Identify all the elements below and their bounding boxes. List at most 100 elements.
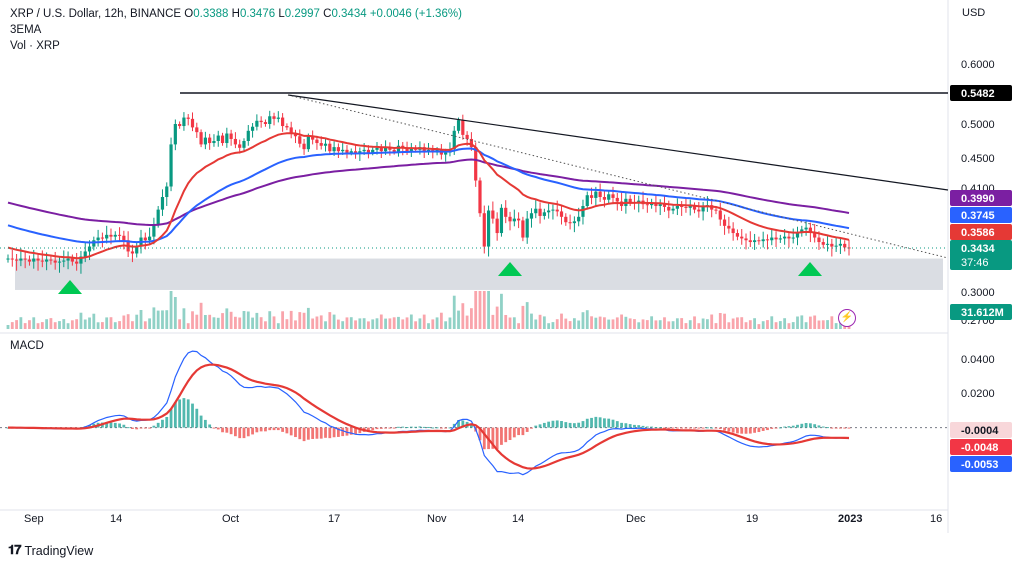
ema-label-ema_red: 0.3586: [961, 227, 995, 239]
candle-body: [787, 236, 791, 239]
macd-histogram-bar: [628, 424, 632, 428]
candle-body: [250, 126, 255, 131]
volume-bar: [680, 318, 684, 329]
macd-histogram-bar: [495, 427, 499, 450]
volume-bar: [439, 312, 443, 329]
candle-body: [160, 197, 165, 210]
volume-bar: [718, 313, 722, 329]
candle-body: [281, 117, 285, 127]
candle-body: [79, 256, 83, 264]
candle-body: [298, 136, 302, 144]
volume-bar: [311, 318, 315, 329]
volume-bar: [298, 312, 302, 329]
candle-body: [379, 147, 383, 152]
volume-bar: [409, 314, 413, 329]
lightning-icon[interactable]: ⚡: [838, 309, 856, 327]
macd-histogram-bar: [633, 424, 636, 428]
macd-histogram-bar: [706, 427, 709, 429]
candle-body: [242, 141, 246, 148]
volume-bar: [148, 318, 151, 329]
candle-body: [349, 151, 353, 153]
volume-label-bg: [950, 304, 1012, 320]
macd-histogram-bar: [156, 422, 160, 428]
macd-histogram-bar: [697, 427, 701, 429]
macd-histogram-bar: [684, 427, 688, 429]
countdown-label: 37:46: [961, 257, 989, 269]
macd-histogram-bar: [414, 426, 418, 428]
macd-histogram-bar: [748, 427, 752, 434]
macd-histogram-bar: [542, 422, 546, 428]
macd-histogram-bar: [324, 427, 327, 438]
candle-body: [83, 251, 87, 257]
candle-body: [508, 216, 512, 222]
volume-bar: [118, 321, 121, 329]
legend-ohlc-row: XRP / U.S. Dollar, 12h, BINANCE O0.3388 …: [10, 6, 462, 22]
volume-bar: [234, 316, 237, 329]
macd-histogram-bar: [439, 427, 443, 429]
macd-histogram-bar: [345, 427, 349, 436]
candle-body: [130, 251, 135, 254]
volume-bar: [212, 317, 216, 329]
macd-histogram-bar: [367, 427, 370, 432]
volume-bar: [23, 323, 27, 329]
volume-bar: [697, 323, 701, 329]
volume-bar: [727, 322, 731, 329]
candle-body: [117, 234, 122, 236]
candle-body: [306, 136, 310, 150]
candle-body: [32, 258, 36, 262]
volume-bar: [800, 315, 804, 329]
volume-bar: [817, 320, 821, 329]
candle-body: [843, 243, 847, 248]
volume-bar: [349, 317, 353, 329]
legend-ema[interactable]: 3EMA: [10, 24, 42, 36]
volume-bar: [362, 318, 366, 329]
volume-bar: [555, 319, 559, 329]
macd-histogram-bar: [770, 427, 774, 429]
candle-body: [143, 237, 147, 241]
macd-histogram-bar: [311, 427, 315, 439]
macd-histogram-bar: [839, 427, 842, 429]
ema-blue-line: [7, 147, 850, 244]
support-arrow-icon: [798, 262, 822, 276]
candle-body: [332, 147, 336, 152]
macd-value-label-bg: [950, 456, 1012, 472]
volume-bar: [199, 302, 203, 329]
volume-bar: [45, 319, 49, 329]
macd-histogram-bar: [264, 427, 267, 432]
volume-bar: [62, 319, 66, 329]
candle-body: [753, 240, 757, 243]
price-tick-label: 0.4500: [961, 153, 995, 165]
volume-bar: [783, 318, 787, 329]
macd-histogram-bar: [534, 425, 538, 428]
price-tick-label: 0.3000: [961, 287, 995, 299]
macd-histogram-bar: [397, 426, 400, 428]
volume-bar: [474, 291, 478, 329]
volume-bar: [422, 314, 426, 329]
macd-histogram-bar: [216, 427, 220, 430]
candle-body: [714, 209, 718, 211]
candle-body: [671, 208, 675, 211]
macd-histogram-bar: [478, 427, 482, 441]
macd-histogram-bar: [315, 427, 319, 439]
candle-body: [268, 116, 272, 124]
volume-bar: [581, 312, 585, 329]
volume-bar: [693, 316, 696, 329]
macd-histogram-bar: [392, 427, 396, 429]
volume-bar: [620, 314, 623, 329]
candle-body: [173, 124, 177, 145]
macd-histogram-bar: [577, 422, 581, 428]
candle-body: [555, 209, 559, 212]
macd-histogram-bar: [808, 423, 812, 428]
macd-histogram-bar: [564, 422, 568, 428]
volume-bar: [791, 322, 795, 329]
macd-histogram-bar: [457, 420, 460, 428]
volume-bar: [384, 318, 387, 329]
volume-bar: [161, 310, 164, 329]
legend-volume[interactable]: Vol · XRP: [10, 40, 60, 52]
macd-title[interactable]: MACD: [10, 340, 44, 352]
candle-body: [383, 147, 388, 152]
macd-histogram-bar: [581, 421, 585, 428]
volume-bar: [512, 317, 516, 329]
volume-bar: [66, 323, 70, 329]
